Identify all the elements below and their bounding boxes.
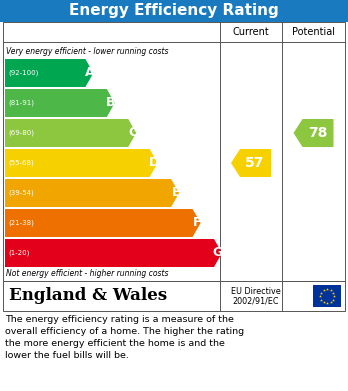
Polygon shape — [5, 89, 115, 117]
Text: Not energy efficient - higher running costs: Not energy efficient - higher running co… — [6, 269, 168, 278]
Text: G: G — [213, 246, 223, 260]
Polygon shape — [5, 59, 93, 87]
Polygon shape — [5, 209, 200, 237]
Text: England & Wales: England & Wales — [9, 287, 167, 305]
Text: Energy Efficiency Rating: Energy Efficiency Rating — [69, 4, 279, 18]
Text: B: B — [106, 97, 116, 109]
Polygon shape — [5, 239, 222, 267]
Text: The energy efficiency rating is a measure of the
overall efficiency of a home. T: The energy efficiency rating is a measur… — [5, 315, 244, 361]
Polygon shape — [5, 119, 136, 147]
Bar — [0, 0, 348, 22]
Bar — [3, 281, 345, 311]
Text: (81-91): (81-91) — [8, 100, 34, 106]
Polygon shape — [231, 149, 271, 177]
Text: 2002/91/EC: 2002/91/EC — [233, 296, 279, 305]
Bar — [3, 22, 345, 281]
Text: F: F — [193, 217, 201, 230]
Polygon shape — [5, 179, 179, 207]
Text: Potential: Potential — [292, 27, 335, 37]
Text: (92-100): (92-100) — [8, 70, 38, 76]
Polygon shape — [5, 149, 158, 177]
Bar — [313, 285, 341, 307]
Text: D: D — [149, 156, 159, 170]
Text: EU Directive: EU Directive — [231, 287, 281, 296]
Text: (39-54): (39-54) — [8, 190, 34, 196]
Text: (55-68): (55-68) — [8, 160, 34, 166]
Text: (21-38): (21-38) — [8, 220, 34, 226]
Text: 78: 78 — [308, 126, 327, 140]
Text: (1-20): (1-20) — [8, 250, 29, 256]
Text: 57: 57 — [245, 156, 265, 170]
Polygon shape — [293, 119, 333, 147]
Text: Very energy efficient - lower running costs: Very energy efficient - lower running co… — [6, 47, 168, 57]
Text: Current: Current — [232, 27, 269, 37]
Text: E: E — [172, 187, 180, 199]
Text: (69-80): (69-80) — [8, 130, 34, 136]
Text: A: A — [85, 66, 94, 79]
Text: C: C — [128, 127, 137, 140]
